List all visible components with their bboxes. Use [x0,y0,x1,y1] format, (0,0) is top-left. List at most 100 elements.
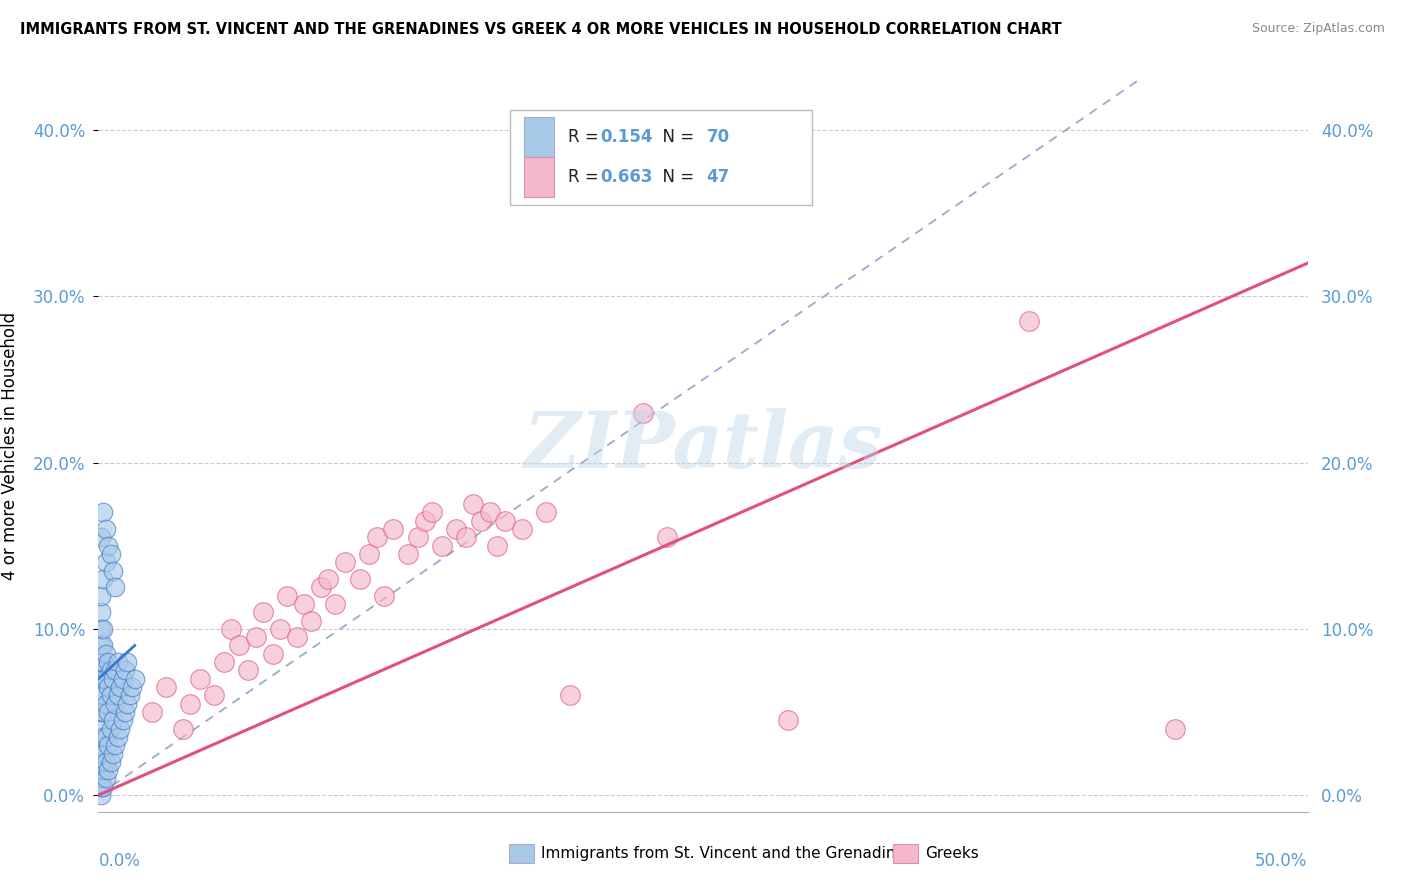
Point [228,639,250,653]
Point [97,763,120,777]
Point [114,664,136,678]
Point [124,672,146,686]
Point [101,672,124,686]
Point [91,622,114,636]
Point [90,722,112,736]
Point [121,680,143,694]
Point [100,547,122,561]
Point [90,622,112,636]
Point [90,788,112,802]
Point [104,580,127,594]
Point [470,514,492,528]
Point [100,722,122,736]
Point [90,705,112,719]
Point [382,522,405,536]
Point [107,730,129,744]
Point [118,689,141,703]
Point [94,755,117,769]
Point [406,530,429,544]
Point [430,539,453,553]
Point [420,506,443,520]
Point [90,605,112,619]
Point [90,780,112,794]
Text: R =: R = [568,128,603,145]
Point [262,647,284,661]
Point [292,597,315,611]
Point [91,705,114,719]
Point [446,522,468,536]
Point [97,655,120,669]
Point [238,664,260,678]
Point [269,622,291,636]
Point [108,722,131,736]
Point [776,714,799,728]
Point [91,639,114,653]
Point [107,655,129,669]
Point [94,522,117,536]
Point [111,672,134,686]
Point [108,680,131,694]
Text: 0.154: 0.154 [600,128,652,145]
Point [97,539,120,553]
Point [97,680,120,694]
Point [90,738,112,752]
Point [90,639,112,653]
Point [100,755,122,769]
Point [510,522,533,536]
Point [94,647,117,661]
Point [97,705,120,719]
Point [104,738,127,752]
Point [179,697,201,711]
Point [155,680,177,694]
Point [90,747,112,761]
Point [107,689,129,703]
Point [90,763,112,777]
Y-axis label: 4 or more Vehicles in Household: 4 or more Vehicles in Household [1,312,18,580]
Point [91,655,114,669]
Point [172,722,194,736]
Point [91,572,114,586]
Point [534,506,557,520]
Point [104,664,127,678]
Text: 70: 70 [707,128,730,145]
Point [325,597,347,611]
Point [188,672,211,686]
Point [94,697,117,711]
Point [90,655,112,669]
Text: N =: N = [652,168,700,186]
Text: IMMIGRANTS FROM ST. VINCENT AND THE GRENADINES VS GREEK 4 OR MORE VEHICLES IN HO: IMMIGRANTS FROM ST. VINCENT AND THE GREN… [20,22,1062,37]
Point [90,772,112,786]
Point [558,689,581,703]
Point [111,714,134,728]
Point [101,564,124,578]
Text: Source: ZipAtlas.com: Source: ZipAtlas.com [1251,22,1385,36]
Point [117,697,139,711]
Point [655,530,678,544]
Point [141,705,163,719]
FancyBboxPatch shape [509,110,811,204]
Point [396,547,419,561]
Point [212,655,235,669]
Text: ZIPatlas: ZIPatlas [523,408,883,484]
Point [94,772,117,786]
Point [91,730,114,744]
Point [366,530,388,544]
Point [245,630,267,644]
Point [91,672,114,686]
Point [91,780,114,794]
Point [252,605,274,619]
Text: 0.0%: 0.0% [98,852,141,870]
Point [221,622,243,636]
Point [454,530,477,544]
Point [90,755,112,769]
Point [299,614,322,628]
Point [90,530,112,544]
Point [94,730,117,744]
Point [94,672,117,686]
Point [90,672,112,686]
Point [104,697,127,711]
Point [463,497,485,511]
Point [494,514,516,528]
Point [101,747,124,761]
Point [90,689,112,703]
